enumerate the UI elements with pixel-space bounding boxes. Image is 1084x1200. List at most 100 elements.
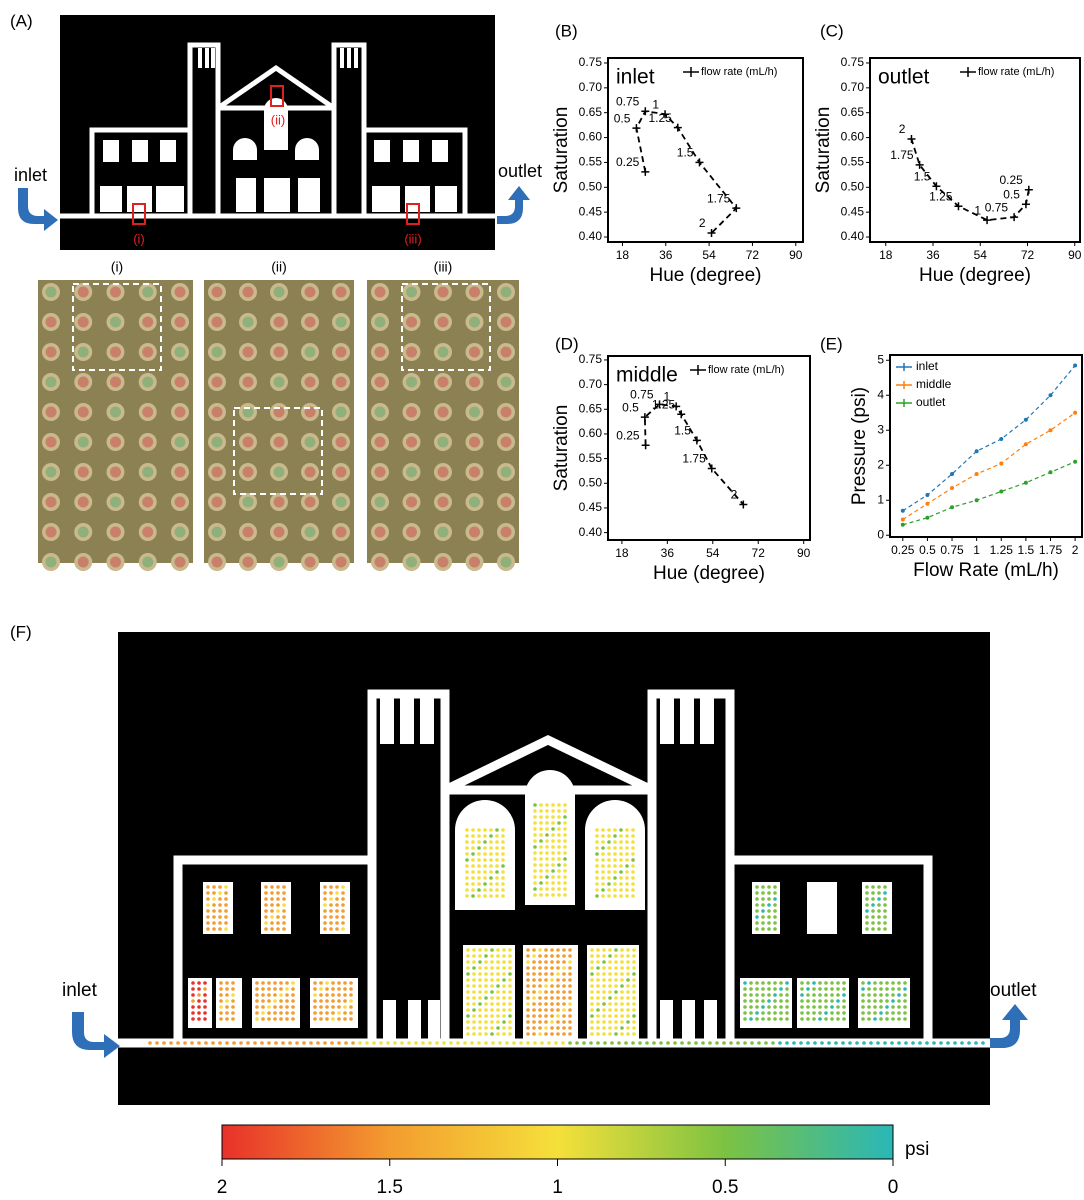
pressure-dot — [291, 1005, 295, 1009]
pressure-dot — [620, 978, 624, 982]
pressure-dot — [478, 960, 482, 964]
micro-dot — [110, 287, 121, 298]
pressure-dot — [755, 1011, 759, 1015]
pressure-dot — [341, 927, 345, 931]
pressure-dot — [773, 1017, 777, 1021]
pressure-dot — [204, 1041, 208, 1045]
panel-label: (E) — [820, 334, 843, 353]
pressure-dot — [836, 1005, 840, 1009]
pressure-dot — [538, 984, 542, 988]
pressure-dot — [483, 888, 487, 892]
pressure-dot — [489, 882, 493, 886]
point-marker — [1048, 470, 1052, 474]
pressure-dot — [557, 887, 561, 891]
pressure-dot — [323, 885, 327, 889]
pressure-dot — [631, 846, 635, 850]
pressure-dot — [255, 1005, 259, 1009]
pressure-dot — [620, 954, 624, 958]
micro-dot — [406, 347, 417, 358]
pressure-dot — [897, 1017, 901, 1021]
pressure-dot — [532, 960, 536, 964]
inlet-label: inlet — [62, 980, 98, 1001]
pressure-dot — [545, 893, 549, 897]
pressure-dot — [386, 1041, 390, 1045]
pressure-dot — [602, 1002, 606, 1006]
pressure-dot — [556, 960, 560, 964]
point-marker — [975, 449, 979, 453]
pressure-dot — [285, 987, 289, 991]
micro-dot — [175, 437, 186, 448]
micro-dot — [336, 287, 347, 298]
pressure-dot — [556, 972, 560, 976]
pressure-dot — [539, 803, 543, 807]
pressure-dot — [526, 978, 530, 982]
pressure-dot — [556, 984, 560, 988]
pressure-dot — [595, 840, 599, 844]
pressure-dot — [767, 915, 771, 919]
pressure-dot — [602, 996, 606, 1000]
pressure-dot — [779, 1005, 783, 1009]
micro-dot — [501, 407, 512, 418]
pressure-dot — [501, 846, 505, 850]
point-label: 2 — [699, 216, 706, 230]
pressure-dot — [625, 858, 629, 862]
pressure-dot — [785, 987, 789, 991]
pressure-dot — [349, 999, 353, 1003]
pressure-dot — [341, 891, 345, 895]
pressure-dot — [761, 891, 765, 895]
pressure-dot — [508, 996, 512, 1000]
pressure-dot — [282, 921, 286, 925]
pressure-dot — [563, 803, 567, 807]
pressure-dot — [539, 833, 543, 837]
pressure-dot — [331, 987, 335, 991]
pressure-dot — [785, 999, 789, 1003]
pressure-dot — [273, 981, 277, 985]
micro-dot — [305, 557, 316, 568]
pressure-dot — [273, 1011, 277, 1015]
pressure-dot — [903, 993, 907, 997]
pressure-dot — [276, 897, 280, 901]
y-tick-label: 0.65 — [579, 401, 603, 415]
micro-dot — [142, 527, 153, 538]
pressure-dot — [225, 993, 229, 997]
pressure-dot — [879, 1005, 883, 1009]
pressure-dot — [341, 921, 345, 925]
pressure-dot — [281, 1041, 285, 1045]
pressure-dot — [812, 999, 816, 1003]
pressure-dot — [496, 948, 500, 952]
pressure-dot — [550, 966, 554, 970]
pressure-dot — [563, 827, 567, 831]
pressure-dot — [871, 927, 875, 931]
pressure-dot — [224, 897, 228, 901]
pressure-dot — [206, 915, 210, 919]
pressure-dot — [607, 876, 611, 880]
pressure-dot — [680, 1041, 684, 1045]
pressure-dot — [279, 999, 283, 1003]
pressure-dot — [568, 1008, 572, 1012]
pressure-dot — [533, 851, 537, 855]
pressure-dot — [879, 993, 883, 997]
micro-dot — [305, 437, 316, 448]
pressure-dot — [590, 984, 594, 988]
schematic-a — [18, 15, 530, 250]
colorbar — [222, 1125, 893, 1159]
pressure-dot — [556, 990, 560, 994]
pressure-dot — [568, 1041, 572, 1045]
pressure-dot — [544, 948, 548, 952]
pressure-dot — [602, 960, 606, 964]
region-label: (i) — [133, 231, 145, 246]
micro-dot — [78, 377, 89, 388]
pressure-dot — [313, 1011, 317, 1015]
micro-dot — [375, 407, 386, 418]
pressure-dot — [231, 1005, 235, 1009]
pressure-dot — [545, 887, 549, 891]
micro-dot — [336, 557, 347, 568]
pressure-dot — [767, 987, 771, 991]
micro-dot — [406, 527, 417, 538]
micro-dot — [469, 557, 480, 568]
pressure-dot — [862, 1041, 866, 1045]
pressure-dot — [270, 897, 274, 901]
pressure-dot — [842, 981, 846, 985]
pressure-dot — [601, 858, 605, 862]
pressure-dot — [472, 948, 476, 952]
